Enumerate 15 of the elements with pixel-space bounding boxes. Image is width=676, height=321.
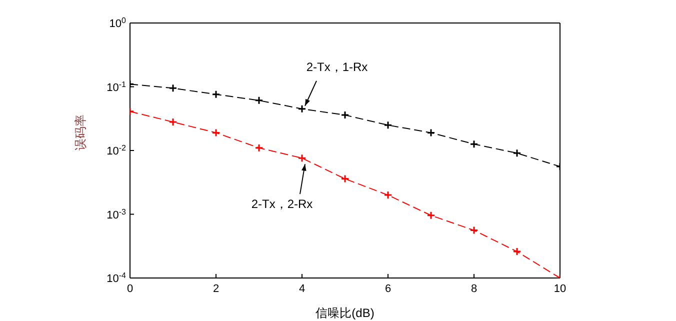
x-tick-label: 8 bbox=[470, 282, 478, 295]
y-tick-label: 10$^{-3}$ bbox=[106, 206, 127, 222]
x-tick-label: 2 bbox=[212, 282, 220, 295]
y-tick-label: 10$^{-2}$ bbox=[106, 143, 127, 158]
x-tick-label: 6 bbox=[384, 282, 392, 295]
x-tick-label: 4 bbox=[298, 282, 306, 295]
y-tick-label: 10$^{0}$ bbox=[109, 16, 127, 30]
x-tick-label: 10 bbox=[554, 282, 566, 295]
y-tick-label: 10$^{-1}$ bbox=[106, 79, 127, 94]
x-tick-label: 0 bbox=[126, 282, 134, 295]
y-axis-title: 误码率 bbox=[73, 114, 88, 150]
annotation: 2-Tx，1-Rx bbox=[306, 60, 368, 74]
annotation: 2-Tx，2-Rx bbox=[251, 197, 313, 212]
x-axis-title: 信噪比(dB) bbox=[316, 306, 374, 320]
y-tick-label: 10$^{-4}$ bbox=[106, 270, 127, 285]
